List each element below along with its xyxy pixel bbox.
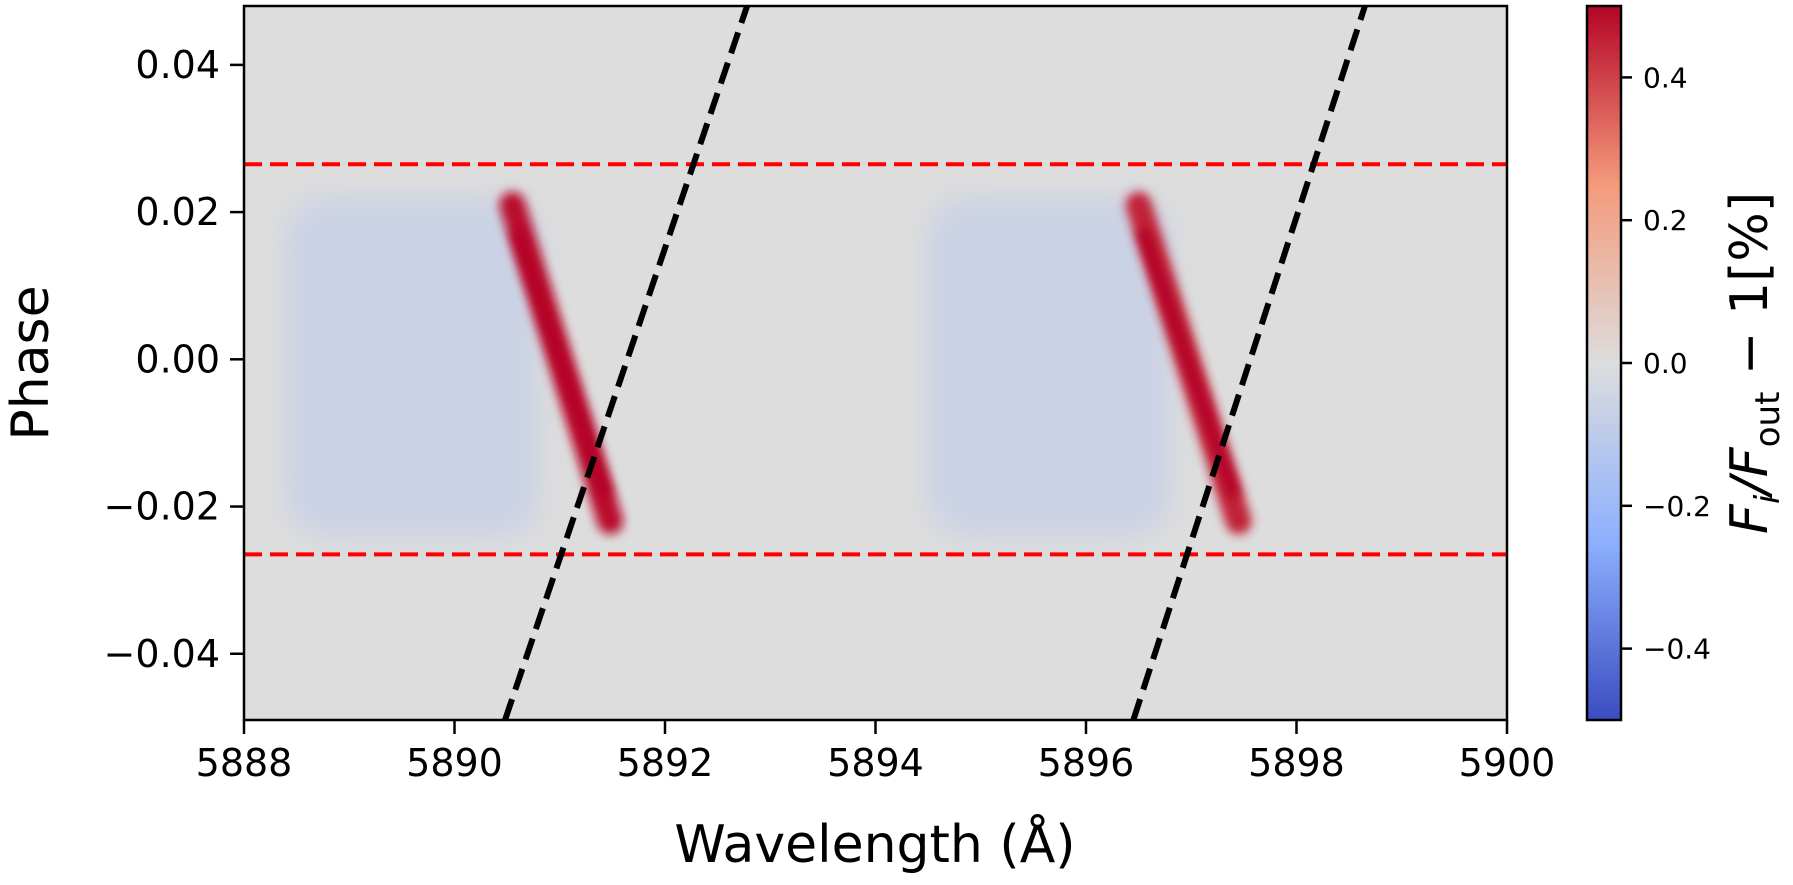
y-tick-label: 0.00 — [135, 337, 220, 381]
y-tick-label: 0.02 — [135, 190, 220, 234]
y-tick-label: −0.02 — [104, 485, 220, 529]
x-axis: 5888 5890 5892 5894 5896 5898 5900 — [196, 720, 1556, 785]
planet-trail-line-1 — [1130, 6, 1368, 720]
y-tick-label: 0.04 — [135, 43, 220, 87]
x-tick-label: 5896 — [1038, 741, 1135, 785]
y-axis-label: Phase — [1, 285, 61, 440]
planet-trail-lines — [502, 6, 1368, 720]
x-tick-label: 5892 — [617, 741, 714, 785]
plot-area — [242, 4, 1509, 722]
colorbar-tick-label: −0.4 — [1643, 633, 1711, 666]
y-tick-label: −0.04 — [104, 632, 220, 676]
negative-region-0 — [286, 197, 539, 536]
colorbar-tick-label: 0.0 — [1643, 347, 1688, 380]
transit-limit-lines — [244, 162, 1507, 557]
x-tick-label: 5888 — [196, 741, 293, 785]
x-axis-label: Wavelength (Å) — [674, 813, 1075, 875]
planet-trail-line-0 — [502, 6, 750, 720]
heatmap-layer — [286, 191, 1252, 536]
colorbar-label-sub-out: out — [1748, 392, 1788, 448]
x-tick-label: 5900 — [1459, 741, 1556, 785]
colorbar-tick-label: 0.2 — [1643, 204, 1688, 237]
colorbar-label-f: F — [1720, 503, 1780, 534]
colorbar: 0.4 0.2 0.0 −0.2 −0.4 Fi/Fout − 1[%] — [1585, 4, 1788, 722]
negative-region-1 — [928, 197, 1171, 536]
colorbar-label-sub-i: i — [1748, 494, 1788, 504]
y-axis: 0.04 0.02 0.00 −0.02 −0.04 — [104, 43, 244, 676]
colorbar-ticks: 0.4 0.2 0.0 −0.2 −0.4 — [1621, 61, 1711, 666]
x-tick-label: 5894 — [827, 741, 924, 785]
colorbar-label-slash: /F — [1720, 446, 1780, 499]
absorption-feature-core-0 — [511, 228, 612, 498]
colorbar-tick-label: 0.4 — [1643, 61, 1688, 94]
colorbar-tick-label: −0.2 — [1643, 490, 1711, 523]
absorption-feature-core-1 — [1137, 228, 1240, 498]
colorbar-gradient — [1587, 6, 1621, 720]
x-tick-label: 5890 — [406, 741, 503, 785]
colorbar-label: Fi/Fout − 1[%] — [1720, 192, 1788, 534]
x-tick-label: 5898 — [1248, 741, 1345, 785]
colorbar-label-tail: − 1[%] — [1720, 192, 1780, 392]
